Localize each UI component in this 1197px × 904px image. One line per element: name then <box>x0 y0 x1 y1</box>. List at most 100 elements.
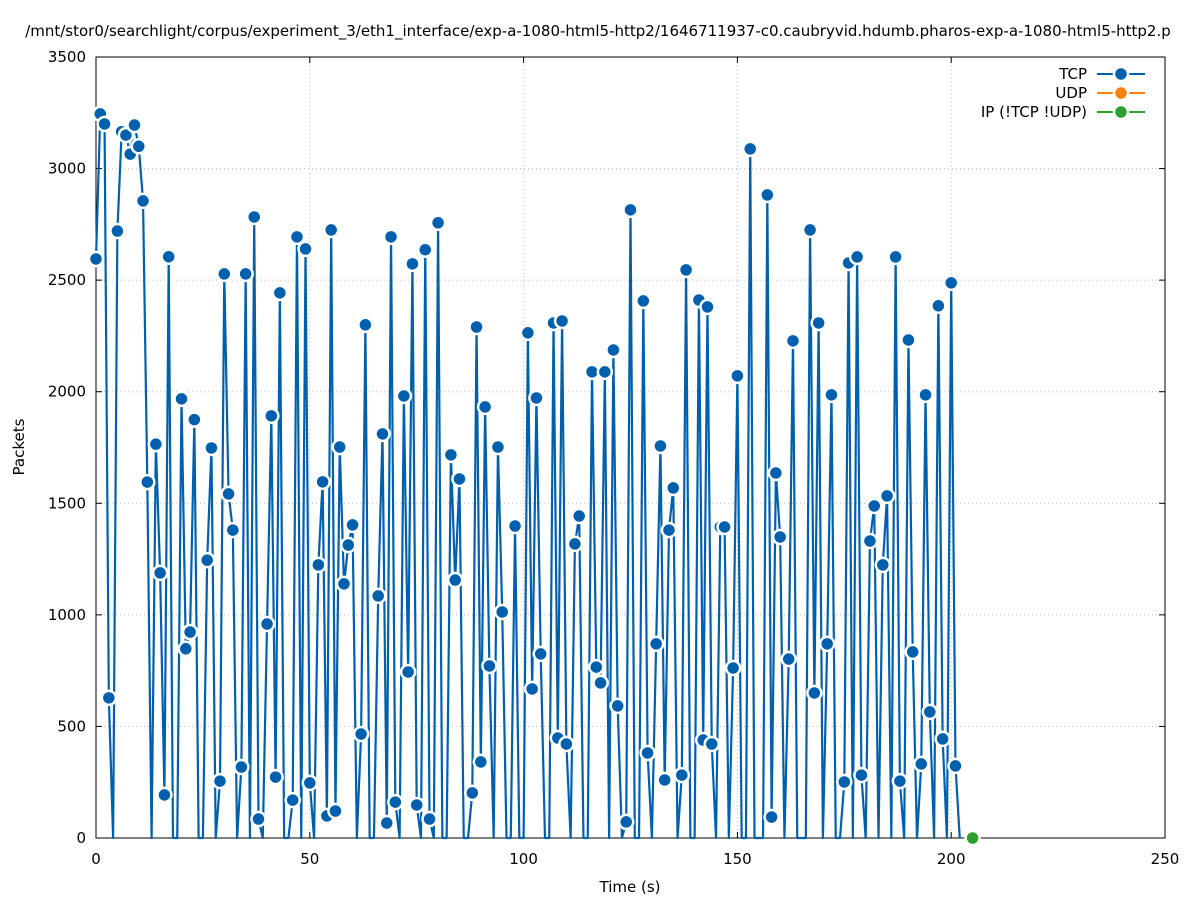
data-point <box>109 222 126 240</box>
data-point <box>451 470 468 488</box>
data-point <box>139 473 156 491</box>
data-point <box>806 684 823 702</box>
data-point <box>519 324 537 342</box>
data-point <box>818 635 836 653</box>
data-point <box>942 274 960 292</box>
y-tick-label: 1500 <box>48 494 86 512</box>
data-point <box>947 757 964 775</box>
data-point <box>904 643 921 661</box>
data-point <box>271 284 289 302</box>
data-point <box>100 689 118 707</box>
data-point <box>596 363 614 381</box>
data-point <box>528 389 545 407</box>
y-tick-label: 500 <box>57 717 86 735</box>
data-point <box>592 674 609 692</box>
legend-entry: TCP <box>1058 65 1145 83</box>
data-point <box>173 390 190 408</box>
data-point <box>741 140 759 158</box>
data-point <box>314 473 331 491</box>
data-point <box>181 623 199 641</box>
data-point <box>335 575 353 593</box>
data-point <box>917 386 934 404</box>
data-point <box>156 786 173 804</box>
data-point <box>874 556 892 574</box>
series-layer <box>87 105 981 847</box>
data-point <box>660 521 678 539</box>
data-point <box>617 813 635 831</box>
data-point <box>96 115 113 133</box>
data-point <box>532 645 549 663</box>
data-point <box>130 138 148 155</box>
data-point <box>861 532 879 550</box>
data-point <box>258 615 276 633</box>
data-point <box>913 755 930 773</box>
data-point <box>344 516 361 534</box>
x-tick-label: 0 <box>91 850 101 868</box>
data-point <box>891 772 909 790</box>
data-point <box>151 564 169 582</box>
legend-marker <box>1112 65 1130 83</box>
data-point <box>699 298 716 316</box>
series-ip-tcp-udp- <box>964 829 981 847</box>
y-tick-label: 2000 <box>48 383 86 401</box>
data-point <box>934 730 951 748</box>
plot-frame <box>95 56 1166 839</box>
data-point <box>566 535 584 553</box>
data-point <box>429 214 447 232</box>
data-point <box>652 437 669 455</box>
data-point <box>848 248 866 266</box>
data-point <box>417 241 434 259</box>
chart-title: /mnt/stor0/searchlight/corpus/experiment… <box>25 22 1171 41</box>
data-point <box>724 659 742 677</box>
data-point <box>506 517 524 535</box>
x-tick-label: 200 <box>937 850 966 868</box>
data-point <box>340 536 357 554</box>
data-point <box>331 438 348 456</box>
data-point <box>369 587 387 605</box>
data-point <box>288 228 306 246</box>
data-point <box>352 725 370 743</box>
data-point <box>297 240 314 258</box>
data-point <box>836 773 853 791</box>
data-point <box>656 771 673 789</box>
legend-label: UDP <box>1055 84 1087 102</box>
y-axis-label: Packets <box>10 418 28 475</box>
data-point <box>203 439 220 457</box>
x-tick-label: 50 <box>300 850 319 868</box>
data-point <box>186 411 203 428</box>
data-point <box>476 398 494 416</box>
legend-entry: IP (!TCP !UDP) <box>981 103 1145 121</box>
legend-label: IP (!TCP !UDP) <box>981 103 1087 121</box>
legend-marker <box>1112 84 1130 102</box>
data-point <box>771 528 789 546</box>
data-point <box>489 438 507 456</box>
data-point <box>224 521 242 539</box>
data-point <box>472 753 490 771</box>
data-point <box>301 774 319 792</box>
data-point <box>784 332 802 350</box>
data-point <box>921 703 939 721</box>
data-point <box>442 446 460 464</box>
legend-entry: UDP <box>1055 84 1145 102</box>
data-point <box>374 425 391 443</box>
x-tick-label: 150 <box>723 850 752 868</box>
data-point <box>635 292 652 310</box>
data-point <box>481 657 498 675</box>
data-point <box>665 479 682 497</box>
data-point <box>865 497 883 515</box>
data-point <box>468 318 485 336</box>
legend-label: TCP <box>1058 65 1087 83</box>
data-point <box>327 802 344 820</box>
data-point <box>421 810 438 828</box>
data-point <box>357 316 374 334</box>
data-point <box>558 735 575 753</box>
data-point <box>464 784 481 802</box>
legend-marker <box>1112 103 1130 121</box>
data-point <box>677 261 695 279</box>
data-point <box>609 697 626 715</box>
data-point <box>310 556 327 574</box>
data-point <box>673 766 691 784</box>
data-point <box>126 116 143 134</box>
